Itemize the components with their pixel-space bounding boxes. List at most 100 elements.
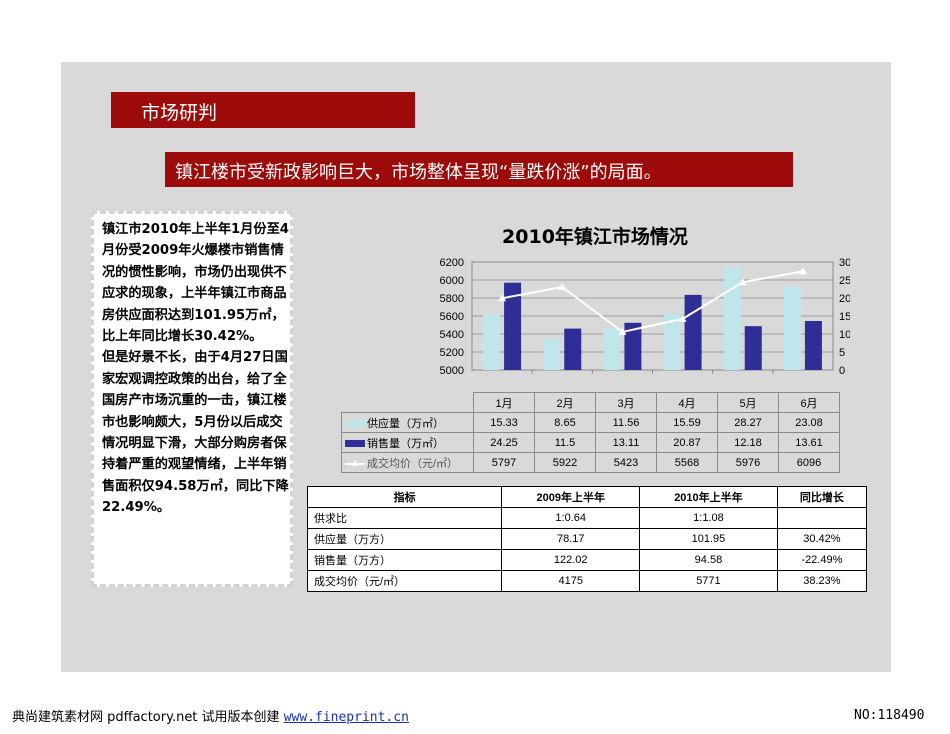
sales-bar	[564, 328, 582, 370]
table-cell: 4175	[501, 570, 641, 592]
supply-bar	[663, 313, 681, 370]
data-label: 12.18	[717, 432, 779, 453]
data-label: 23.08	[778, 412, 840, 433]
footer-text: 典尚建筑素材网 pdffactory.net 试用版本创建	[12, 710, 280, 725]
table-cell: 成交均价（元/㎡）	[306, 570, 503, 592]
sales-bar	[684, 294, 702, 370]
legend-label: 成交均价（元/㎡）	[367, 457, 459, 470]
summary-header-row: 指标 2009年上半年 2010年上半年 同比增长	[306, 486, 868, 508]
price-point	[498, 294, 507, 302]
data-label: 20.87	[656, 432, 718, 453]
legend-swatch	[345, 440, 365, 448]
supply-bar	[543, 338, 561, 370]
x-tick-label: 4月	[656, 392, 718, 413]
price-line	[501, 270, 804, 334]
x-tick-label: 6月	[778, 392, 840, 413]
summary-table: 指标 2009年上半年 2010年上半年 同比增长 供求比 1:0.64 1:1…	[306, 486, 868, 592]
data-label: 5976	[717, 452, 779, 473]
summary-header-cell: 指标	[306, 486, 503, 508]
legend-entry: 销售量（万㎡）	[341, 432, 474, 453]
supply-bar	[723, 268, 741, 370]
y-left-tick-label: 6200	[440, 257, 464, 269]
data-label: 5568	[656, 452, 718, 473]
data-label: 13.11	[595, 432, 657, 453]
table-cell	[776, 507, 868, 529]
analysis-paragraph-2: 但是好景不长，由于4月27日国家宏观调控政策的出台，给了全国房产市场沉重的一击，…	[102, 350, 289, 516]
series-row: 销售量（万㎡） 24.25 11.5 13.11 20.87 12.18 13.61	[341, 432, 840, 453]
data-label: 5797	[473, 452, 535, 473]
data-label: 24.25	[473, 432, 535, 453]
y-right-tick-label: 30	[839, 257, 850, 269]
data-label: 11.5	[534, 432, 596, 453]
headline-banner: 镇江楼市受新政影响巨大，市场整体呈现“量跌价涨”的局面。	[165, 152, 793, 187]
data-label: 5423	[595, 452, 657, 473]
footer-link[interactable]: www.fineprint.cn	[283, 710, 409, 725]
chart-data-table: 1月 2月 3月 4月 5月 6月 供应量（万㎡） 15.33 8.65 11.56 15.59 28…	[341, 392, 840, 473]
table-cell: 78.17	[501, 528, 641, 550]
table-row: 供求比 1:0.64 1:1.08	[306, 507, 868, 529]
y-right-tick-label: 25	[839, 275, 850, 287]
table-cell: 122.02	[501, 549, 641, 571]
headline-text: 镇江楼市受新政影响巨大，市场整体呈现“量跌价涨”的局面。	[175, 162, 662, 183]
table-cell: 5771	[639, 570, 778, 592]
supply-bar	[603, 328, 621, 370]
market-chart: 6200 6000 5800 5600 5400 5200 5000 30 25 20 15 10 5 0	[440, 257, 850, 377]
data-label: 8.65	[534, 412, 596, 433]
line-marker-icon	[345, 459, 365, 468]
price-point	[558, 283, 567, 291]
table-cell: 供应量（万方）	[306, 528, 503, 550]
y-left-tick-label: 5400	[440, 329, 464, 341]
price-point	[798, 267, 807, 275]
summary-header-cell: 同比增长	[776, 486, 868, 508]
corner-cell	[342, 393, 474, 413]
sales-bar	[804, 321, 822, 370]
x-tick-label: 1月	[473, 392, 535, 413]
supply-bar	[783, 286, 801, 370]
data-label: 13.61	[778, 432, 840, 453]
price-point	[678, 314, 687, 322]
sales-bar	[504, 282, 522, 370]
y-right-tick-label: 20	[839, 293, 850, 305]
analysis-paragraph-1: 镇江市2010年上半年1月份至4月份受2009年火爆楼市销售情况的惯性影响，市场…	[102, 222, 289, 345]
y-right-tick-label: 5	[839, 347, 845, 359]
series-row: 供应量（万㎡） 15.33 8.65 11.56 15.59 28.27 23.08	[341, 412, 840, 433]
section-title: 市场研判	[141, 102, 218, 124]
data-label: 11.56	[595, 412, 657, 433]
table-cell: 1:1.08	[639, 507, 778, 529]
y-left-tick-label: 6000	[440, 275, 464, 287]
y-right-tick-label: 10	[839, 329, 850, 341]
y-right-tick-label: 0	[839, 365, 845, 377]
data-label: 15.33	[473, 412, 535, 433]
y-right-tick-label: 15	[839, 311, 850, 323]
footer-watermark: 典尚建筑素材网 pdffactory.net 试用版本创建 www.finepr…	[12, 706, 409, 725]
y-left-tick-label: 5000	[440, 365, 464, 377]
table-cell: 供求比	[306, 507, 503, 529]
analysis-textbox: 镇江市2010年上半年1月份至4月份受2009年火爆楼市销售情况的惯性影响，市场…	[91, 211, 293, 587]
table-cell: 销售量（万方）	[306, 549, 503, 571]
table-row: 成交均价（元/㎡） 4175 5771 38.23%	[306, 570, 868, 592]
summary-header-cell: 2009年上半年	[501, 486, 641, 508]
chart-title: 2010年镇江市场情况	[502, 226, 688, 248]
x-tick-label: 5月	[717, 392, 779, 413]
table-cell: 30.42%	[776, 528, 868, 550]
legend-entry: 供应量（万㎡）	[341, 412, 474, 433]
table-cell: 94.58	[639, 549, 778, 571]
legend-swatch	[345, 420, 365, 428]
table-row: 供应量（万方） 78.17 101.95 30.42%	[306, 528, 868, 550]
y-left-tick-label: 5800	[440, 293, 464, 305]
data-label: 5922	[534, 452, 596, 473]
footer-number: NO:118490	[854, 708, 925, 723]
legend-entry: 成交均价（元/㎡）	[341, 452, 474, 473]
series-row: 成交均价（元/㎡） 5797 5922 5423 5568 5976 6096	[341, 452, 840, 473]
table-cell: 38.23%	[776, 570, 868, 592]
data-label: 6096	[778, 452, 840, 473]
sales-bar	[624, 322, 642, 370]
category-row: 1月 2月 3月 4月 5月 6月	[342, 392, 840, 413]
x-tick-label: 3月	[595, 392, 657, 413]
legend-label: 销售量（万㎡）	[367, 437, 444, 450]
data-label: 28.27	[717, 412, 779, 433]
table-cell: 1:0.64	[501, 507, 641, 529]
legend-label: 供应量（万㎡）	[367, 417, 444, 430]
supply-bar	[483, 314, 501, 370]
sales-bar	[744, 326, 762, 370]
